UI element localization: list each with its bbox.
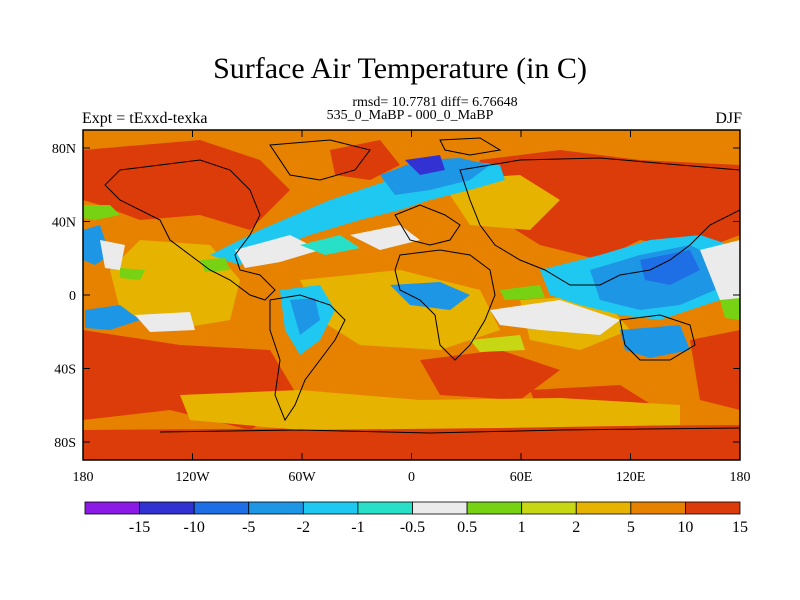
colorbar-box: [412, 501, 468, 515]
experiment-label: Expt = tExxd-texka: [82, 110, 208, 127]
y-tick-label: 0: [69, 289, 76, 304]
colorbar-label: -15: [129, 519, 150, 536]
colorbar-label: -2: [297, 519, 310, 536]
y-axis-ticks: [83, 147, 740, 443]
x-tick-label: 60W: [288, 470, 316, 485]
colorbar-box: [575, 501, 632, 515]
colorbar-box: [521, 501, 577, 515]
colorbar-label: -0.5: [400, 519, 425, 536]
colorbar-box: [357, 501, 413, 515]
colorbar-box: [630, 501, 686, 515]
colorbar: -15 -10 -5 -2 -1 -0.5 0.5 1 2 5 10 15: [84, 501, 748, 536]
colorbar-box: [193, 501, 250, 515]
x-tick-label: 180: [73, 470, 94, 485]
colorbar-label: 10: [677, 519, 693, 536]
colorbar-label: -5: [242, 519, 255, 536]
x-tick-label: 0: [408, 470, 415, 485]
colorbar-label: 1: [518, 519, 526, 536]
x-tick-label: 180: [730, 470, 751, 485]
colorbar-label: 15: [732, 519, 748, 536]
stats-line: rmsd= 10.7781 diff= 6.76648: [352, 95, 518, 110]
y-tick-label: 80N: [52, 142, 76, 157]
y-tick-label: 40S: [54, 363, 76, 378]
season-label: DJF: [715, 110, 742, 127]
colorbar-label: -10: [184, 519, 205, 536]
map-title: Surface Air Temperature (in C): [213, 52, 587, 85]
colorbar-box: [248, 501, 304, 515]
map-field: [83, 130, 740, 460]
colorbar-box: [466, 501, 523, 515]
y-tick-label: 40N: [52, 216, 76, 231]
y-tick-label: 80S: [54, 436, 76, 451]
colorbar-label: 2: [572, 519, 580, 536]
x-tick-label: 120E: [616, 470, 646, 485]
colorbar-label: 0.5: [457, 519, 477, 536]
x-tick-label: 60E: [510, 470, 533, 485]
comparison-label: 535_0_MaBP - 000_0_MaBP: [326, 108, 494, 123]
x-tick-label: 120W: [175, 470, 210, 485]
colorbar-label: 5: [627, 519, 635, 536]
x-axis-ticks: [82, 130, 741, 460]
colorbar-box: [84, 501, 140, 515]
colorbar-label: -1: [351, 519, 364, 536]
colorbar-box: [139, 501, 195, 515]
colorbar-box: [685, 501, 741, 515]
colorbar-box: [302, 501, 359, 515]
